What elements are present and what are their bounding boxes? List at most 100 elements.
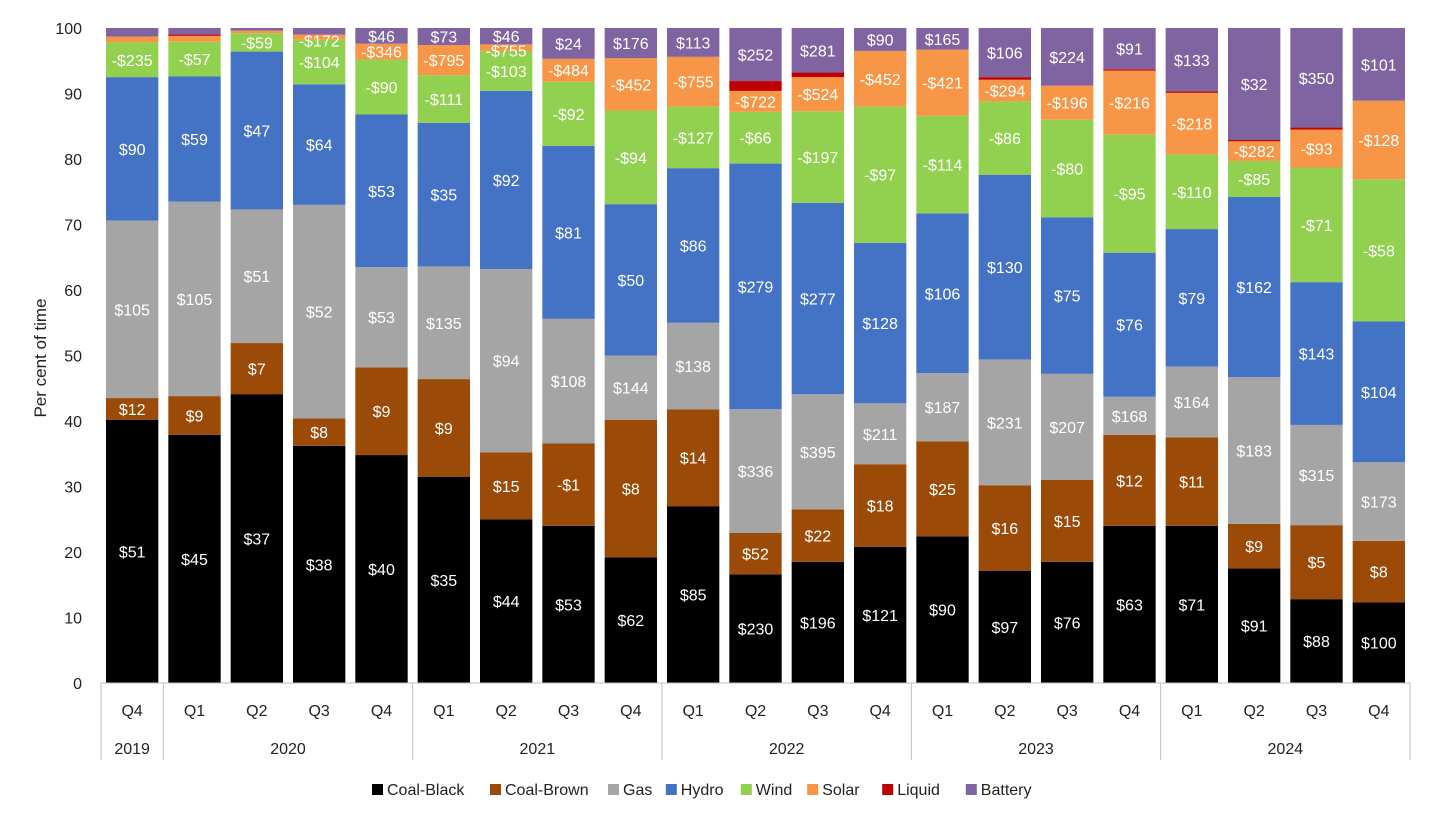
data-label: $252 bbox=[738, 48, 774, 65]
data-label: $168 bbox=[1112, 409, 1148, 426]
bar-segment-hydro bbox=[479, 90, 533, 270]
data-label: -$755 bbox=[673, 75, 714, 92]
data-label: $76 bbox=[1054, 615, 1081, 632]
data-label: -$111 bbox=[425, 92, 464, 109]
bar-segment-battery bbox=[1227, 28, 1281, 141]
x-tick-label: Q1 bbox=[682, 703, 703, 720]
bar-segment-wind bbox=[604, 110, 658, 205]
bar-segment-solar bbox=[604, 58, 658, 111]
data-label: -$103 bbox=[486, 64, 527, 81]
bar-segment-battery bbox=[1040, 28, 1094, 86]
bar-segment-wind bbox=[1040, 119, 1094, 218]
legend-label: Solar bbox=[822, 782, 860, 799]
bar-segment-coal-black bbox=[729, 574, 782, 683]
bar-segment-hydro bbox=[355, 114, 408, 268]
bar-segment-battery bbox=[791, 28, 845, 73]
x-axis: Q4 Q1 Q2 Q3 Q4 Q1 Q2 Q3 Q4 Q1 Q2 Q3 Q4 Q1 Q2 Q3 Q4 Q1 Q2 Q3… bbox=[100, 682, 1411, 760]
data-label: -$282 bbox=[1234, 144, 1275, 161]
bar-segment-gas bbox=[542, 318, 595, 444]
data-label: -$59 bbox=[241, 35, 273, 52]
bar-segment-coal-brown bbox=[1165, 437, 1219, 526]
bar-segment-gas bbox=[604, 355, 658, 420]
data-label: $113 bbox=[676, 35, 711, 52]
legend-label: Hydro bbox=[681, 782, 724, 799]
bar-segment-wind bbox=[417, 75, 471, 123]
data-label: $45 bbox=[181, 552, 208, 569]
x-tick-label: Q4 bbox=[869, 703, 890, 720]
bar-segment-coal-black bbox=[542, 525, 595, 683]
bar-segment-coal-black bbox=[978, 570, 1032, 683]
data-label: $135 bbox=[426, 316, 462, 333]
bar-segment-hydro bbox=[1165, 229, 1219, 367]
data-label: $53 bbox=[555, 597, 582, 614]
data-label: $9 bbox=[186, 408, 204, 425]
data-label: -$294 bbox=[984, 84, 1025, 101]
data-label: $9 bbox=[1245, 539, 1263, 556]
y-axis-ticks: 0 10 20 30 40 50 60 70 80 90 100 bbox=[55, 21, 82, 693]
data-label: $106 bbox=[987, 46, 1023, 63]
data-label: $44 bbox=[493, 594, 520, 611]
data-label: $11 bbox=[1179, 475, 1205, 492]
data-label: $130 bbox=[987, 260, 1023, 277]
y-tick-label: 40 bbox=[64, 414, 82, 431]
x-tick-label: Q1 bbox=[184, 703, 205, 720]
bar-segment-battery bbox=[1352, 28, 1406, 101]
bar-segment-coal-brown bbox=[355, 367, 408, 456]
data-label: $165 bbox=[925, 32, 961, 49]
data-label: $35 bbox=[430, 188, 457, 205]
data-label: $173 bbox=[1361, 495, 1397, 512]
bar-segment-coal-brown bbox=[853, 464, 907, 547]
bar-segment-liquid bbox=[978, 77, 1032, 80]
data-label: $5 bbox=[1308, 555, 1326, 572]
data-label: $207 bbox=[1049, 420, 1085, 437]
data-label: $183 bbox=[1236, 443, 1272, 460]
bar-segment-solar bbox=[1227, 141, 1281, 161]
data-label: $79 bbox=[1178, 291, 1205, 308]
data-label: $75 bbox=[1054, 289, 1081, 306]
data-label: -$1 bbox=[557, 478, 580, 495]
data-label: $35 bbox=[430, 573, 457, 590]
bar-segment-solar bbox=[1103, 70, 1156, 135]
data-label: $121 bbox=[862, 608, 898, 625]
data-label: $395 bbox=[800, 445, 836, 462]
data-label: -$795 bbox=[423, 53, 464, 70]
bar-segment-battery bbox=[853, 28, 907, 51]
data-label: -$86 bbox=[989, 131, 1021, 148]
bar-segment-hydro bbox=[1103, 252, 1156, 397]
data-label: -$218 bbox=[1171, 117, 1212, 134]
data-label: -$452 bbox=[860, 72, 901, 89]
bar-segment-coal-black bbox=[355, 455, 408, 683]
bar-segment-hydro bbox=[791, 202, 845, 395]
bar-segment-hydro bbox=[542, 145, 595, 319]
bar-segment-hydro bbox=[105, 77, 159, 221]
bar-segment-coal-brown bbox=[978, 485, 1032, 571]
legend: Coal-Black Coal-Brown Gas Hydro Wind Solar Liq… bbox=[372, 782, 1031, 799]
bar-segment-coal-brown bbox=[1352, 540, 1406, 603]
y-tick-label: 60 bbox=[64, 283, 82, 300]
bar-segment-wind bbox=[1103, 134, 1156, 253]
bar-segment-solar bbox=[292, 34, 346, 40]
data-label: $12 bbox=[119, 402, 146, 419]
x-tick-label: Q1 bbox=[1181, 703, 1202, 720]
bar-segment-battery bbox=[355, 28, 408, 44]
data-label: $8 bbox=[1370, 565, 1388, 582]
bar-segment-gas bbox=[292, 204, 346, 419]
data-label: $92 bbox=[493, 173, 520, 190]
data-label: -$80 bbox=[1051, 161, 1083, 178]
x-tick-label: Q1 bbox=[433, 703, 454, 720]
bar-segment-wind bbox=[853, 106, 907, 243]
data-label: $187 bbox=[925, 400, 961, 417]
data-label: -$97 bbox=[864, 168, 896, 185]
x-tick-label: Q2 bbox=[495, 703, 516, 720]
bar-segment-gas bbox=[355, 267, 408, 368]
data-label: $277 bbox=[800, 292, 836, 309]
bar-segment-gas bbox=[1103, 396, 1156, 435]
bar-segment-coal-black bbox=[604, 557, 658, 683]
bar-segment-coal-black bbox=[417, 476, 471, 683]
data-label: -$484 bbox=[548, 63, 589, 80]
data-label: $90 bbox=[867, 32, 894, 49]
bar-segment-solar bbox=[479, 44, 533, 51]
data-label: -$93 bbox=[1300, 142, 1332, 159]
data-label: -$421 bbox=[922, 76, 963, 93]
